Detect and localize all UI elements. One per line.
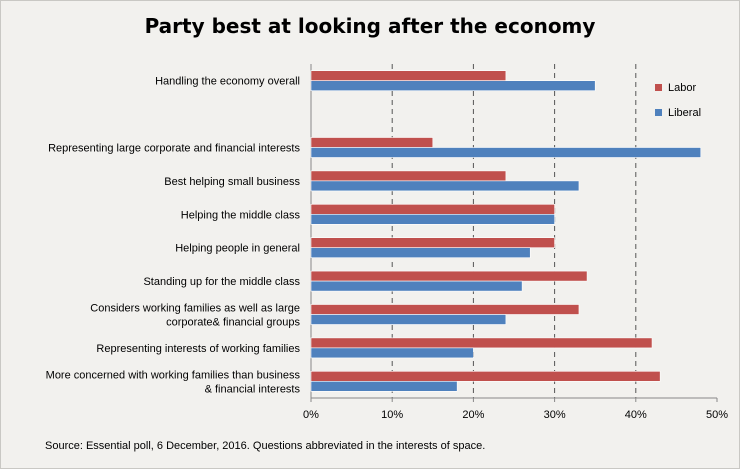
legend: Labor Liberal — [655, 82, 701, 119]
category-label: Handling the economy overall — [155, 76, 300, 88]
bar-labor — [310, 337, 653, 349]
chart-title: Party best at looking after the economy — [145, 14, 596, 38]
bar-liberal — [310, 314, 507, 325]
x-tick-label: 50% — [706, 409, 728, 421]
bar-labor — [310, 370, 661, 382]
x-tick-label: 0% — [303, 409, 319, 421]
category-label: corporate& financial groups — [166, 317, 300, 329]
bar-liberal — [310, 147, 702, 158]
bar-liberal — [310, 80, 596, 91]
source-note: Source: Essential poll, 6 December, 2016… — [45, 440, 485, 452]
bar-liberal — [310, 180, 580, 192]
x-tick-label: 10% — [381, 409, 403, 421]
category-labels: Handling the economy overall Representing… — [46, 76, 301, 396]
x-tick-label: 40% — [625, 409, 647, 421]
bar-labor — [310, 137, 434, 148]
bar-labor — [310, 70, 507, 81]
legend-label-labor: Labor — [668, 82, 696, 94]
bar-labor — [310, 237, 555, 248]
x-tick-label: 20% — [462, 409, 484, 421]
bar-liberal — [310, 247, 531, 258]
bars — [310, 70, 702, 392]
category-label: Helping people in general — [175, 243, 300, 255]
x-tick-label: 30% — [544, 409, 566, 421]
x-axis-ticks: 0% 10% 20% 30% 40% 50% — [303, 398, 728, 421]
bar-labor — [310, 204, 555, 215]
legend-swatch-labor — [655, 84, 662, 91]
bar-labor — [310, 170, 507, 182]
legend-label-liberal: Liberal — [668, 107, 701, 119]
category-label: Representing interests of working famili… — [96, 343, 300, 355]
bar-liberal — [310, 214, 555, 225]
category-label: & financial interests — [205, 383, 301, 395]
bar-liberal — [310, 380, 458, 392]
legend-swatch-liberal — [655, 109, 662, 116]
bar-liberal — [310, 280, 523, 292]
gridlines — [310, 64, 717, 399]
bar-labor — [310, 270, 588, 282]
category-label: Considers working families as well as la… — [90, 303, 300, 315]
bar-liberal — [310, 347, 474, 359]
category-label: Helping the middle class — [181, 209, 301, 221]
category-label: Representing large corporate and financi… — [48, 143, 300, 155]
bar-labor — [310, 304, 580, 315]
category-label: Standing up for the middle class — [143, 276, 300, 288]
category-label: More concerned with working families tha… — [46, 369, 301, 381]
category-label: Best helping small business — [164, 176, 300, 188]
